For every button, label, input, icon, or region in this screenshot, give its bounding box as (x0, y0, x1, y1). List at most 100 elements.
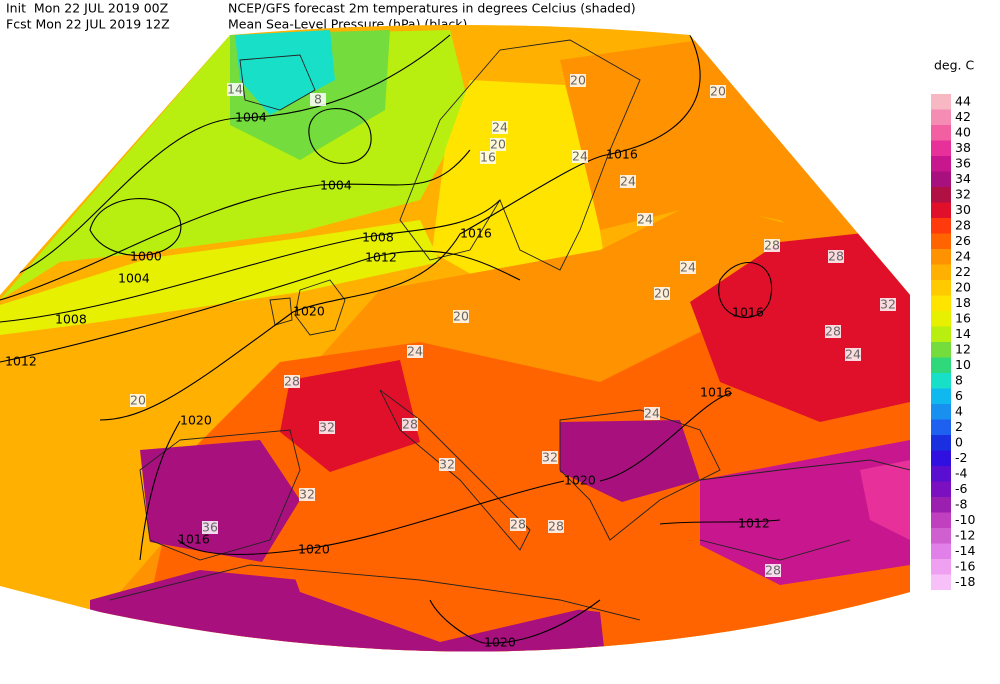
temperature-label: 32 (542, 450, 558, 465)
temperature-label-box (310, 93, 326, 106)
temperature-label-box (453, 310, 469, 323)
temperature-label: 28 (825, 324, 841, 339)
legend-level-label: -2 (955, 450, 967, 465)
legend-level-label: -14 (955, 543, 975, 558)
legend-level-label: -18 (955, 574, 975, 589)
temperature-label-box (407, 345, 423, 358)
temperature-label-box (492, 121, 508, 134)
legend-swatch (931, 388, 951, 404)
legend-swatch (931, 497, 951, 513)
legend-swatch (931, 435, 951, 451)
legend-level-label: 30 (955, 202, 971, 217)
temperature-label-box (548, 520, 564, 533)
temperature-region (690, 228, 910, 422)
temperature-label: 32 (299, 487, 315, 502)
coastlines (109, 39, 910, 621)
temperature-label: 20 (453, 309, 469, 324)
legend-level-label: 16 (955, 310, 971, 325)
legend-level-label: 40 (955, 124, 971, 139)
temperature-label-box (299, 488, 315, 501)
temperature-label: 32 (319, 420, 335, 435)
legend-swatch (931, 187, 951, 203)
legend-swatch (931, 109, 951, 125)
temperature-label-box (825, 325, 841, 338)
legend-swatch (931, 404, 951, 420)
legend-level-label: 10 (955, 357, 971, 372)
temperature-label-box (510, 518, 526, 531)
isobar-label: 1016 (460, 226, 492, 241)
legend-swatch (931, 218, 951, 234)
legend-swatch (931, 466, 951, 482)
temperature-label-box (644, 407, 660, 420)
legend-swatch (931, 311, 951, 327)
temperature-label: 14 (227, 82, 243, 97)
isobar-label: 1004 (118, 271, 150, 286)
temperature-label: 28 (402, 417, 418, 432)
legend-swatch (931, 94, 951, 110)
isobar-label: 1020 (180, 413, 212, 428)
legend-level-label: 12 (955, 341, 971, 356)
temperature-label: 32 (439, 457, 455, 472)
legend-level-label: -8 (955, 496, 968, 511)
legend-swatch (931, 202, 951, 218)
isobar-label: 1012 (365, 250, 397, 265)
legend-level-label: 0 (955, 434, 963, 449)
legend-swatch (931, 373, 951, 389)
isobar-label: 1012 (738, 516, 770, 531)
temperature-label-box (202, 521, 218, 534)
legend-level-label: 44 (955, 93, 971, 108)
legend-swatch (931, 156, 951, 172)
legend-level-label: 4 (955, 403, 963, 418)
legend-level-label: 38 (955, 140, 971, 155)
legend-swatch (931, 357, 951, 373)
legend-swatch (931, 280, 951, 296)
legend-level-label: 2 (955, 419, 963, 434)
legend-swatch (931, 481, 951, 497)
temperature-label-box (130, 394, 146, 407)
temperature-label: 24 (845, 347, 861, 362)
temperature-region (560, 420, 700, 502)
isobar-label: 1020 (564, 473, 596, 488)
isobar-label: 1020 (484, 635, 516, 650)
temperature-label-box (542, 451, 558, 464)
temperature-label: 24 (407, 344, 423, 359)
legend-swatch (931, 559, 951, 575)
legend: 4442403836343230282624222018161412108642… (931, 93, 975, 590)
isobar-label: 1016 (606, 147, 638, 162)
temperature-label-box (710, 85, 726, 98)
temperature-label: 20 (570, 73, 586, 88)
isobar-label: 1016 (700, 385, 732, 400)
temperature-label: 16 (480, 150, 496, 165)
isobar-label: 1008 (55, 312, 87, 327)
legend-swatch (931, 264, 951, 280)
legend-level-label: 18 (955, 295, 971, 310)
temperature-region (700, 440, 910, 585)
legend-level-label: 36 (955, 155, 971, 170)
temperature-label-box (845, 348, 861, 361)
temperature-label-box (284, 375, 300, 388)
temperature-label-box (319, 421, 335, 434)
legend-swatch (931, 125, 951, 141)
legend-swatch (931, 295, 951, 311)
isobar-label: 1000 (130, 249, 162, 264)
temperature-label-box (490, 138, 506, 151)
temperature-label: 20 (710, 84, 726, 99)
temperature-label-box (880, 298, 896, 311)
init-label: Init Mon 22 JUL 2019 00Z (6, 1, 168, 16)
legend-swatch (931, 233, 951, 249)
temperature-label: 36 (202, 520, 218, 535)
isobar-label: 1004 (235, 110, 267, 125)
temperature-label: 20 (490, 137, 506, 152)
isobar-label: 1020 (298, 542, 330, 557)
isobar-label: 1016 (178, 532, 210, 547)
temperature-label: 24 (680, 260, 696, 275)
legend-swatch (931, 342, 951, 358)
legend-swatch (931, 326, 951, 342)
temperature-region (0, 220, 440, 335)
temperature-region (282, 470, 620, 642)
temperature-label-box (480, 151, 496, 164)
temperature-label-box (620, 175, 636, 188)
temperature-label: 28 (765, 563, 781, 578)
legend-level-label: 6 (955, 388, 963, 403)
